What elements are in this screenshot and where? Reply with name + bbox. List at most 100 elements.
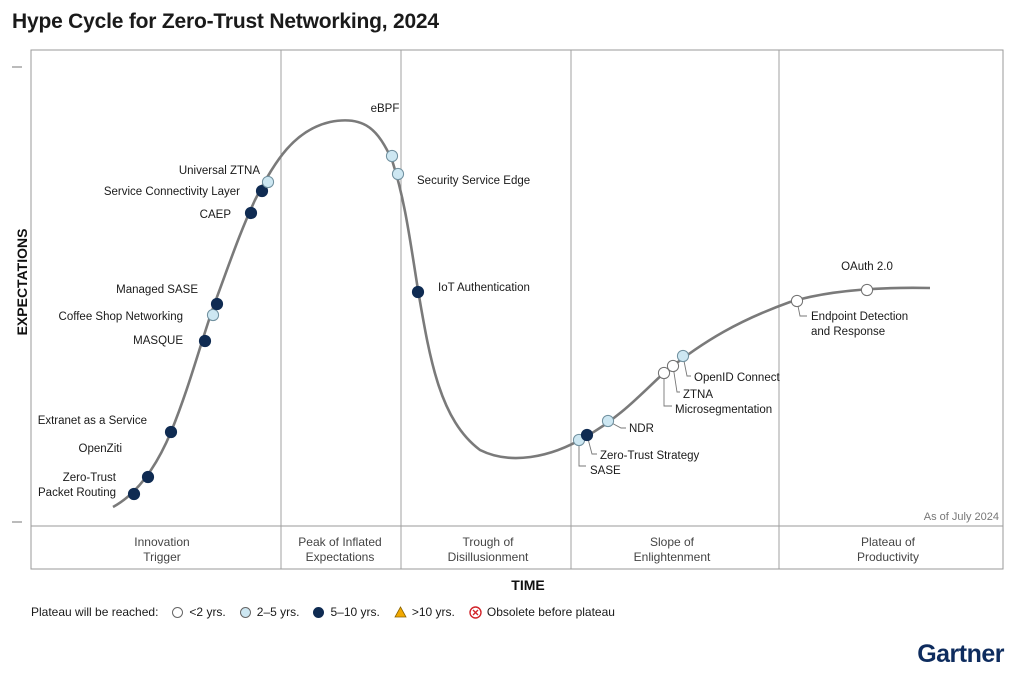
technology-marks: Zero-Trust Packet Routing OpenZiti Extranet…	[38, 103, 908, 501]
technology-label: OpenID Connect	[694, 372, 780, 384]
technology-openziti: OpenZiti	[79, 443, 155, 484]
technology-point	[141, 470, 155, 484]
technology-point	[244, 206, 258, 220]
technology-point	[261, 175, 275, 189]
as-of-note: As of July 2024	[924, 511, 999, 523]
technology-point	[210, 297, 224, 311]
light-blue-circle-icon	[239, 606, 251, 618]
x-axis-label: TIME	[511, 577, 544, 593]
technology-point	[657, 366, 671, 380]
phase-label: Productivity	[857, 550, 919, 564]
technology-point	[164, 425, 178, 439]
technology-extranet-as-a-service: Extranet as a Service	[38, 415, 178, 439]
technology-zero-trust-packet-routing: Zero-Trust Packet Routing	[38, 472, 141, 501]
technology-label: NDR	[629, 423, 654, 435]
technology-label: and Response	[811, 326, 885, 338]
technology-label: Zero-Trust	[63, 472, 117, 484]
technology-label: Zero-Trust Strategy	[600, 450, 700, 462]
y-axis-label: EXPECTATIONS	[14, 229, 30, 336]
legend-label: Obsolete before plateau	[486, 605, 615, 619]
technology-oauth-2-0: OAuth 2.0	[841, 261, 893, 297]
technology-service-connectivity-layer: Service Connectivity Layer	[104, 184, 269, 198]
technology-label: eBPF	[371, 103, 400, 115]
phase-label: Innovation	[134, 535, 189, 549]
phase-label: Disillusionment	[448, 550, 529, 564]
technology-label: Coffee Shop Networking	[59, 311, 183, 323]
technology-iot-authentication: IoT Authentication	[411, 282, 530, 299]
technology-managed-sase: Managed SASE	[116, 284, 224, 311]
technology-ztna: ZTNA	[666, 359, 713, 401]
technology-label: OAuth 2.0	[841, 261, 893, 273]
technology-point	[255, 184, 269, 198]
technology-point	[860, 283, 874, 297]
technology-label: Service Connectivity Layer	[104, 186, 240, 198]
technology-point	[127, 487, 141, 501]
technology-caep: CAEP	[200, 206, 258, 221]
technology-security-service-edge: Security Service Edge	[391, 167, 530, 187]
leader-line	[578, 440, 586, 467]
technology-label: Microsegmentation	[675, 404, 772, 416]
legend-item-lt2: <2 yrs.	[172, 605, 226, 619]
phase-label: Enlightenment	[634, 550, 711, 564]
technology-point	[601, 414, 615, 428]
technology-label: ZTNA	[683, 389, 713, 401]
leader-line	[682, 355, 691, 377]
technology-label: IoT Authentication	[438, 282, 530, 294]
legend-label: <2 yrs.	[189, 605, 226, 619]
technology-label: Extranet as a Service	[38, 415, 147, 427]
phase-label: Trigger	[143, 550, 181, 564]
technology-point	[676, 349, 690, 363]
technology-microsegmentation: Microsegmentation	[657, 366, 772, 416]
technology-label: SASE	[590, 465, 621, 477]
technology-point	[391, 167, 405, 181]
technology-point	[666, 359, 680, 373]
technology-point	[206, 308, 220, 322]
technology-point	[385, 149, 399, 163]
technology-label: MASQUE	[133, 335, 183, 347]
legend-item-5to10: 5–10 yrs.	[313, 605, 380, 619]
technology-point	[411, 285, 425, 299]
obsolete-x-icon	[469, 605, 482, 619]
phase-label: Expectations	[306, 550, 375, 564]
legend-label: >10 yrs.	[411, 605, 455, 619]
technology-ebpf: eBPF	[371, 103, 400, 163]
leader-line	[586, 434, 597, 455]
chart-frame	[12, 49, 1004, 570]
phase-label: Plateau of	[861, 535, 916, 549]
chart-title: Hype Cycle for Zero-Trust Networking, 20…	[12, 10, 439, 33]
technology-label: Universal ZTNA	[179, 165, 260, 177]
legend-item-2to5: 2–5 yrs.	[239, 605, 300, 619]
technology-zero-trust-strategy: Zero-Trust Strategy	[580, 428, 700, 462]
legend-item-gt10: >10 yrs.	[394, 605, 455, 619]
technology-point	[198, 334, 212, 348]
technology-coffee-shop-networking: Coffee Shop Networking	[59, 308, 220, 323]
technology-ndr: NDR	[601, 414, 654, 435]
leader-line	[663, 373, 672, 407]
plot-border	[30, 49, 1004, 570]
triangle-icon	[394, 606, 407, 618]
plateau-legend: Plateau will be reached: <2 yrs. 2–5 yrs…	[31, 605, 615, 619]
legend-label: 5–10 yrs.	[330, 605, 380, 619]
legend-item-obsolete: Obsolete before plateau	[469, 605, 615, 619]
phase-label: Slope of	[650, 535, 695, 549]
technology-point	[580, 428, 594, 442]
technology-openid-connect: OpenID Connect	[676, 349, 780, 384]
technology-masque: MASQUE	[133, 334, 212, 348]
technology-label: Packet Routing	[38, 487, 116, 499]
phase-label: Trough of	[463, 535, 515, 549]
technology-label: Endpoint Detection	[811, 311, 908, 323]
white-circle-icon	[172, 606, 184, 618]
legend-title: Plateau will be reached:	[31, 605, 159, 619]
dark-blue-circle-icon	[313, 606, 325, 618]
technology-point	[790, 294, 804, 308]
technology-label: Managed SASE	[116, 284, 198, 296]
legend-label: 2–5 yrs.	[256, 605, 300, 619]
leader-line	[672, 365, 680, 393]
technology-label: OpenZiti	[79, 443, 122, 455]
technology-endpoint-detection-and-response: Endpoint Detection and Response	[790, 294, 908, 338]
phase-label: Peak of Inflated	[298, 535, 381, 549]
technology-label: Security Service Edge	[417, 175, 530, 187]
technology-universal-ztna: Universal ZTNA	[179, 165, 275, 189]
